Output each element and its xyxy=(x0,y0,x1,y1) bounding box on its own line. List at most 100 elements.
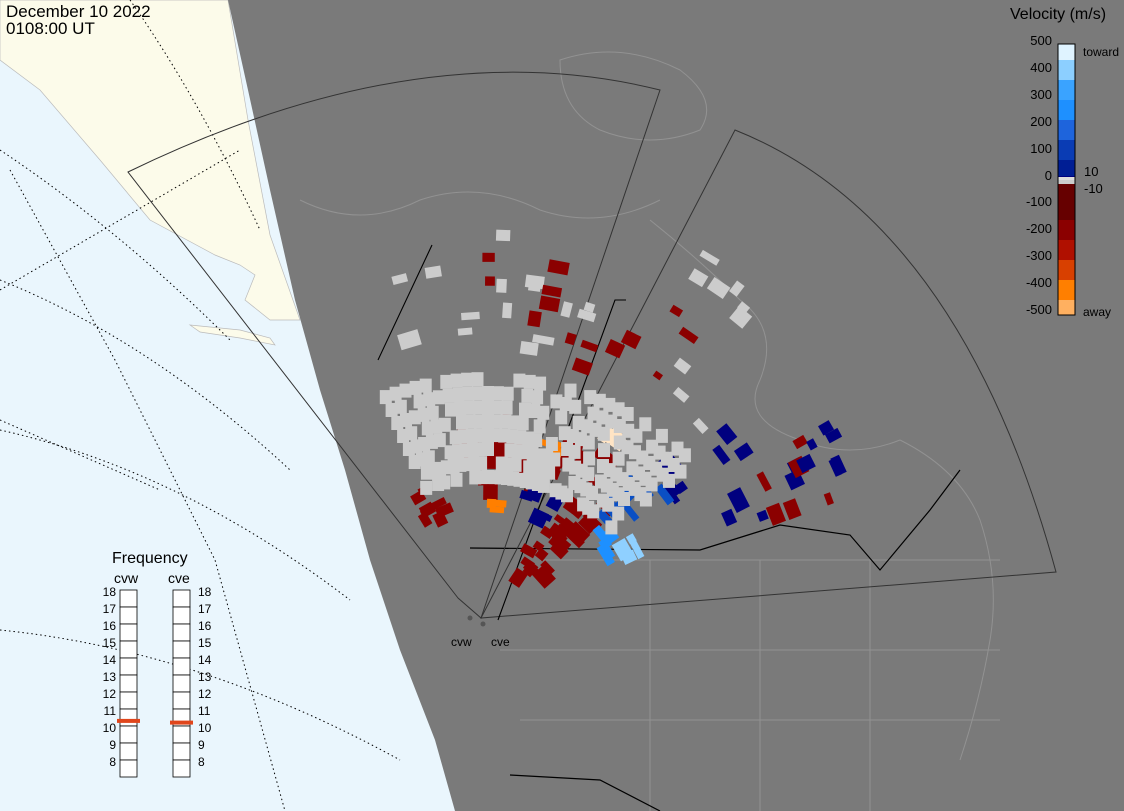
scatter-cell xyxy=(419,504,435,517)
ground-scatter-cell xyxy=(482,386,494,400)
scatter-cell xyxy=(818,420,835,436)
ground-scatter-cell xyxy=(422,450,435,465)
scatter-cell xyxy=(622,502,640,522)
scatter-cell xyxy=(496,278,507,293)
frequency-radar-cvw: cvw xyxy=(114,570,139,586)
coastlines xyxy=(299,51,1000,811)
colorbar-band xyxy=(1058,140,1075,160)
ground-scatter-cell xyxy=(612,402,625,417)
scatter-cell xyxy=(540,525,555,539)
scatter-cell xyxy=(519,341,539,356)
colorbar-band xyxy=(1058,220,1075,240)
scatter-cell xyxy=(729,305,753,329)
frequency-marker xyxy=(117,718,140,723)
frequency-title: Frequency xyxy=(112,550,188,567)
frequency-cell xyxy=(119,691,138,710)
frequency-scale-label: 17 xyxy=(102,602,116,616)
scatter-cell xyxy=(672,387,690,403)
ground-scatter-cell xyxy=(674,464,687,479)
colorbar-band xyxy=(1058,180,1075,184)
frequency-scale-label: 18 xyxy=(102,585,116,599)
ground-scatter-cell xyxy=(523,374,536,389)
colorbar-tick-label: 10 xyxy=(1084,164,1099,179)
scatter-cell xyxy=(604,339,626,359)
site-label-cve: cve xyxy=(491,635,510,649)
ground-scatter-cell xyxy=(612,506,625,521)
frequency-scale-label: 13 xyxy=(102,670,116,684)
canada-us-border xyxy=(469,469,961,571)
frequency-cell xyxy=(119,589,138,608)
frequency-cell xyxy=(172,674,191,693)
scatter-cell xyxy=(482,252,495,262)
scatter-cell xyxy=(532,540,545,552)
ground-scatter-cell xyxy=(513,373,526,388)
scatter-cell xyxy=(560,301,573,318)
ground-scatter-cell xyxy=(587,504,600,519)
ground-scatter-cell xyxy=(501,386,514,401)
scatter-cell xyxy=(417,511,433,528)
ground-scatter-cell xyxy=(462,386,475,401)
scatter-cell xyxy=(483,484,498,501)
ground-scatter-cell xyxy=(568,444,581,459)
frequency-cell xyxy=(172,759,191,778)
frequency-cell xyxy=(172,589,191,608)
scatter-cell xyxy=(564,332,577,346)
frequency-scale-label: 15 xyxy=(102,636,116,650)
colorbar-band xyxy=(1058,300,1075,315)
ground-scatter-cell xyxy=(543,465,556,480)
ground-scatter-cell xyxy=(537,478,550,493)
scatter-cell xyxy=(524,274,545,290)
ground-scatter-cell xyxy=(452,387,465,402)
ground-scatter-cell xyxy=(545,437,558,451)
ground-scatter-cell xyxy=(548,452,561,467)
colorbar-band xyxy=(1058,260,1075,280)
frequency-scale-label: 11 xyxy=(198,704,211,718)
frequency-scale-label: 15 xyxy=(198,636,212,650)
ground-scatter-cell xyxy=(603,397,616,412)
scatter-cell xyxy=(792,434,808,450)
site-marker-cvw xyxy=(467,615,473,621)
ground-scatter-cell xyxy=(420,480,433,495)
ground-scatter-cell xyxy=(475,456,488,471)
frequency-cell xyxy=(119,759,138,778)
scatter-cell xyxy=(583,301,596,313)
ground-scatter-cell xyxy=(655,428,668,443)
frequency-cell xyxy=(119,725,138,744)
scatter-cell xyxy=(502,302,513,319)
date-label: December 10 2022 xyxy=(6,2,151,21)
frequency-scale-label: 12 xyxy=(198,687,212,701)
colorbar-tick-label: -200 xyxy=(1025,221,1052,236)
frequency-scale-label: 9 xyxy=(198,738,205,752)
ground-scatter-cell xyxy=(379,390,392,405)
frequency-cell xyxy=(119,674,138,693)
scatter-cell xyxy=(397,329,422,351)
scatter-cell xyxy=(729,280,745,297)
scatter-cell xyxy=(577,515,598,535)
ground-scatter-cell xyxy=(423,392,436,407)
scatter-cell xyxy=(756,471,772,492)
ground-scatter-cell xyxy=(534,376,547,391)
scatter-cell xyxy=(522,561,541,578)
scatter-cell xyxy=(532,334,555,346)
frequency-cell xyxy=(119,640,138,659)
ground-scatter-cell xyxy=(463,400,476,415)
site-marker-cve xyxy=(480,621,486,627)
scatter-cell xyxy=(391,273,409,286)
colorbar-tick-label: 200 xyxy=(1030,114,1052,129)
colorbar-title: Velocity (m/s) xyxy=(1010,6,1107,23)
ground-scatter-cell xyxy=(663,473,675,488)
scatter-cell xyxy=(508,567,528,588)
ground-scatter-cell xyxy=(432,390,445,405)
coordinate-grid xyxy=(0,0,401,811)
scatter-cell xyxy=(721,508,738,527)
scatter-cell xyxy=(538,295,561,313)
scatter-cell xyxy=(625,533,637,545)
ground-scatter-cell xyxy=(482,400,494,414)
frequency-cell xyxy=(119,606,138,625)
ground-scatter-cell xyxy=(569,399,582,414)
frequency-scale-label: 16 xyxy=(102,619,116,633)
frequency-scale-label: 9 xyxy=(109,738,116,752)
ground-scatter-cell xyxy=(482,442,494,456)
ground-scatter-cell xyxy=(399,383,412,398)
frequency-cell xyxy=(119,742,138,761)
